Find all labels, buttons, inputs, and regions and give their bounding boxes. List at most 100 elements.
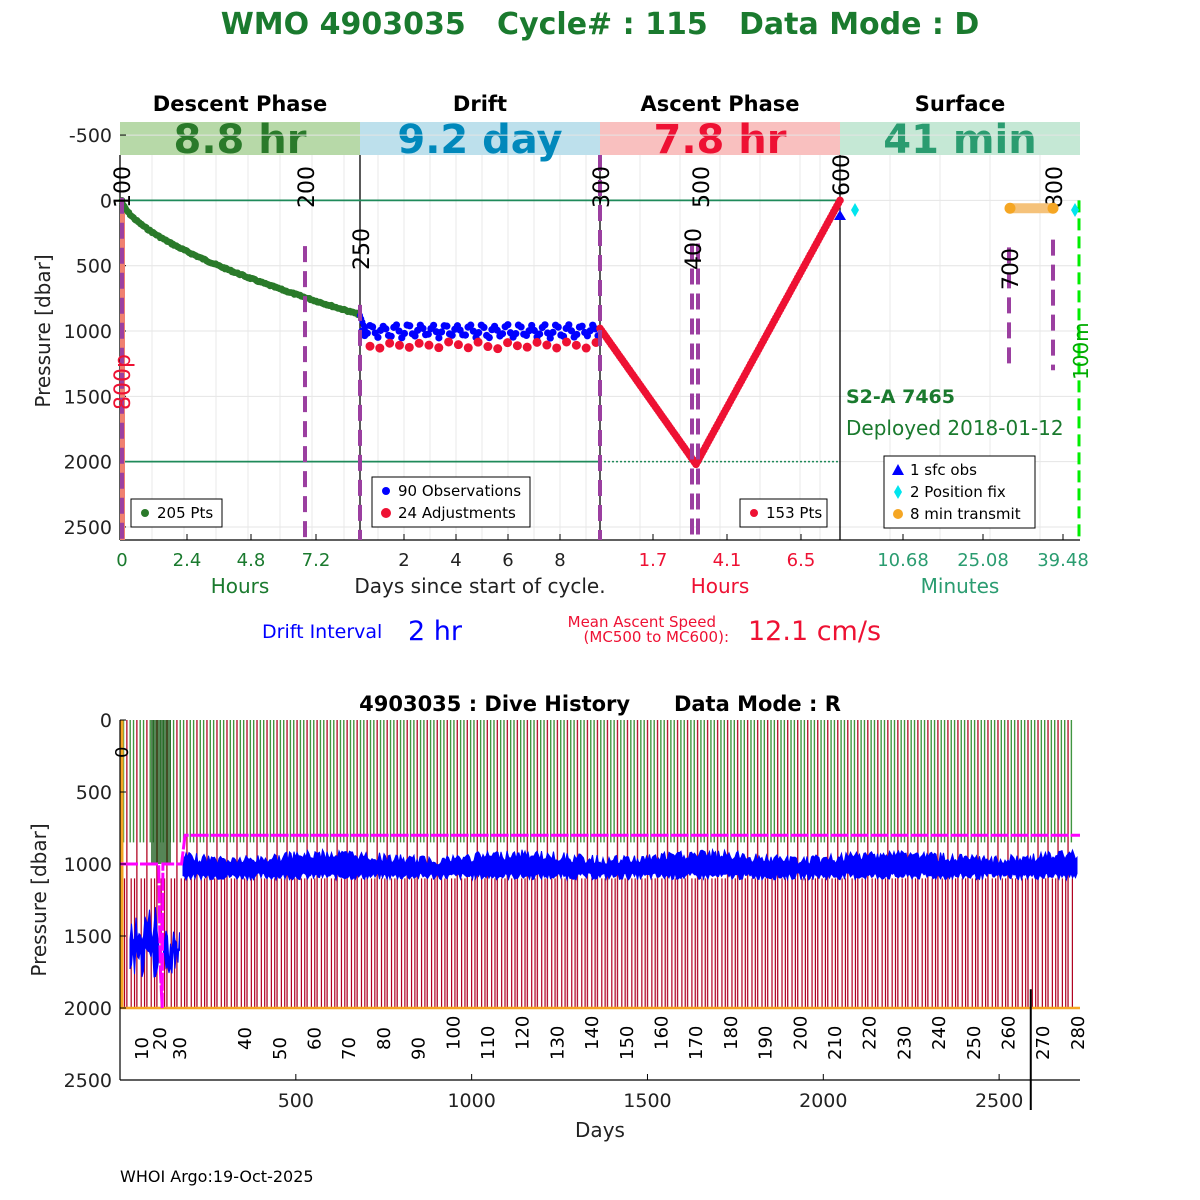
drift-adjustment-point xyxy=(365,341,375,351)
x-tick-label: 4.8 xyxy=(237,550,266,571)
ascent-speed-value: 12.1 cm/s xyxy=(748,616,881,647)
surface-obs-marker xyxy=(834,210,846,220)
cycle-number-label: 20 xyxy=(150,1027,171,1050)
legend-marker xyxy=(894,485,902,499)
legend-label: 24 Adjustments xyxy=(398,504,516,522)
x-tick-label: 1.7 xyxy=(639,550,668,571)
y-tick-label: 0 xyxy=(100,190,112,212)
cycle-number-label: 260 xyxy=(999,1016,1020,1050)
phase-duration-1: 9.2 day xyxy=(397,117,562,163)
drift-adjustment-point xyxy=(453,340,463,350)
drift-observation-point xyxy=(567,327,576,335)
dive-x-tick-label: 500 xyxy=(278,1090,314,1112)
dive-y-tick-label: 2500 xyxy=(64,1070,112,1092)
y-tick-label: 1000 xyxy=(64,321,112,343)
x-tick-label: 2.4 xyxy=(173,550,202,571)
cycle-number-label: 220 xyxy=(860,1016,881,1050)
cycle-number-label: 60 xyxy=(305,1027,326,1050)
drift-legend: 90 Observations 24 Adjustments xyxy=(371,476,531,528)
drift-observation-point xyxy=(369,323,377,331)
mc-label: 100 xyxy=(111,166,136,208)
drift-observation-point xyxy=(387,332,395,340)
mc-label: 300 xyxy=(590,166,615,208)
y-axis-label: Pressure [dbar] xyxy=(31,254,55,407)
drift-observation-point xyxy=(467,321,475,329)
ascent-point xyxy=(836,196,844,205)
x-label-ascent: Hours xyxy=(691,574,750,598)
drift-adjustment-point xyxy=(503,338,513,348)
legend-marker xyxy=(381,508,391,518)
descent-start-bar xyxy=(120,200,125,540)
cycle-number-label: 40 xyxy=(235,1027,256,1050)
drift-adjustment-point xyxy=(512,341,522,351)
y-tick-label: 2500 xyxy=(64,517,112,539)
phase-band-2 xyxy=(600,122,840,155)
descent-legend: 205 Pts xyxy=(130,498,223,528)
drift-observation-point xyxy=(419,324,427,333)
x-tick-label: 2 xyxy=(398,550,409,571)
phase-band-0 xyxy=(120,122,360,155)
drift-observation-point xyxy=(530,326,538,335)
drift-adjustment-point xyxy=(394,340,404,350)
drift-interval-value: 2 hr xyxy=(408,616,463,647)
drift-observation-point xyxy=(400,329,409,338)
drift-observation-point xyxy=(435,334,443,342)
cycle-number-label: 110 xyxy=(478,1026,499,1060)
drift-band xyxy=(129,847,1078,978)
drift-observation-point xyxy=(437,328,446,336)
cycle-number-label: 280 xyxy=(1068,1016,1089,1050)
drift-observation-point xyxy=(525,327,533,335)
figure-title: WMO 4903035 Cycle# : 115 Data Mode : D xyxy=(221,7,980,42)
cycle-number-label: 100 xyxy=(443,1016,464,1050)
x-tick-label: 6.5 xyxy=(787,550,816,571)
drift-legend-box xyxy=(371,476,531,528)
cycle-number-label: 250 xyxy=(964,1026,985,1060)
cycle-number-label: 140 xyxy=(582,1016,603,1050)
position-fix-marker xyxy=(1071,203,1079,217)
drift-observation-point xyxy=(461,331,470,339)
legend-marker xyxy=(141,509,149,517)
drift-observation-point xyxy=(411,332,419,340)
drift-observation-point xyxy=(406,322,414,330)
transmit-start-marker xyxy=(1004,202,1016,214)
cycle-number-label: 120 xyxy=(513,1016,534,1050)
cycle-number-label: 130 xyxy=(547,1026,568,1060)
dive-x-tick-label: 2500 xyxy=(975,1090,1023,1112)
profile-depth-label: 100m xyxy=(1069,322,1093,380)
drift-observation-point xyxy=(578,322,586,330)
x-tick-label: 6 xyxy=(502,550,513,571)
x-label-descent: Hours xyxy=(211,574,270,598)
x-tick-label: 10.68 xyxy=(877,550,929,571)
drift-observation-point xyxy=(432,328,440,336)
mc-label: 400 xyxy=(682,228,707,270)
cycle-number-label: 210 xyxy=(825,1026,846,1060)
dive-x-axis-label: Days xyxy=(575,1118,625,1142)
drift-interval-label: Drift Interval xyxy=(262,621,382,643)
drift-observation-point xyxy=(554,323,562,331)
ascent-speed-label-1: Mean Ascent Speed xyxy=(568,613,716,631)
legend-label: 205 Pts xyxy=(157,504,213,522)
x-tick-label: 4.1 xyxy=(713,550,742,571)
legend-label: 2 Position fix xyxy=(910,483,1006,501)
drift-adjustment-point xyxy=(385,338,395,348)
x-tick-label: 4 xyxy=(450,550,461,571)
cycle-number-label: 180 xyxy=(721,1016,742,1050)
cycle-number-label: 160 xyxy=(652,1016,673,1050)
drift-adjustment-point xyxy=(424,340,434,350)
cycle-number-label: 230 xyxy=(894,1026,915,1060)
footer-stamp: WHOI Argo:19-Oct-2025 xyxy=(120,1167,314,1186)
mc-label: 250 xyxy=(350,228,375,270)
drift-adjustment-point xyxy=(532,337,542,347)
position-fix-marker xyxy=(851,203,859,217)
cycle-number-label: 30 xyxy=(170,1037,191,1060)
drift-adjustment-point xyxy=(493,344,503,354)
cycle-number-label: 150 xyxy=(617,1026,638,1060)
drift-adjustment-point xyxy=(434,343,444,353)
cycle-number-label: 70 xyxy=(339,1037,360,1060)
cycle-number-label: 50 xyxy=(270,1037,291,1060)
ascent-legend: 153 Pts xyxy=(739,498,828,528)
drift-adjustment-point xyxy=(522,342,532,352)
